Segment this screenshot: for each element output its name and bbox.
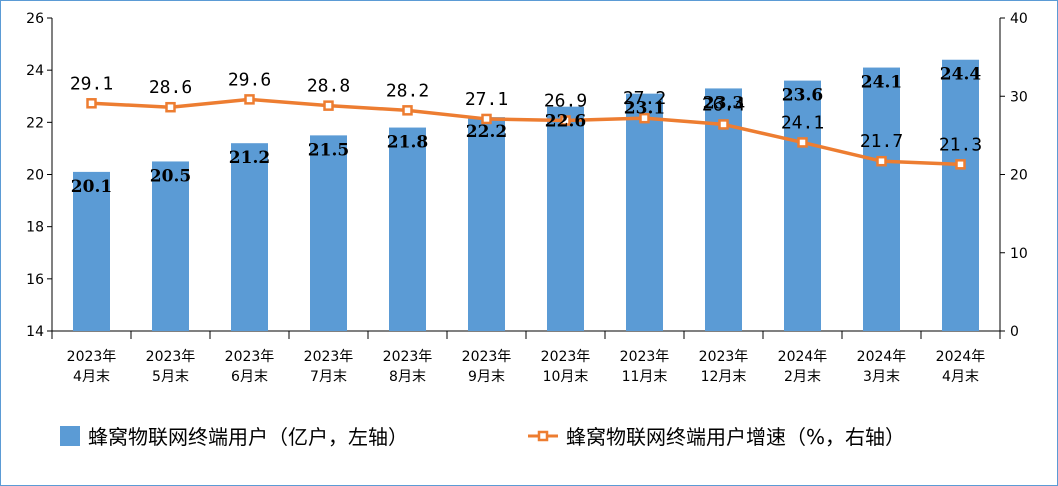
line-value-label: 29.1	[70, 73, 113, 94]
growth-line	[91, 97, 961, 167]
right-tick-label: 10	[1010, 246, 1028, 262]
bar	[389, 127, 426, 331]
bar	[73, 171, 110, 331]
left-tick-label: 16	[26, 272, 44, 288]
line-value-label: 26.4	[702, 94, 745, 115]
category-label: 2月末	[784, 369, 821, 385]
right-tick-label: 40	[1010, 11, 1028, 27]
category-label: 2023年	[67, 349, 117, 365]
line-value-label: 21.3	[939, 134, 982, 155]
category-label: 2024年	[936, 349, 986, 365]
category-label: 2023年	[304, 349, 354, 365]
category-label: 7月末	[310, 369, 347, 385]
category-label: 2024年	[778, 349, 828, 365]
line-value-label: 28.2	[386, 80, 429, 101]
bar-value-label: 22.6	[545, 112, 586, 132]
legend-bar-swatch	[60, 426, 80, 446]
axes: 14 16 18 20 22 24 26 0 10 20 30 40 2023年 4月末 2023年 5月末 2…	[26, 11, 1028, 385]
category-label: 5月末	[152, 369, 189, 385]
line-marker	[244, 94, 255, 105]
legend-line-marker	[537, 430, 549, 442]
bar-series	[73, 59, 979, 332]
line-value-label: 24.1	[781, 112, 824, 133]
line-marker	[560, 115, 571, 126]
bar-value-label: 23.6	[782, 86, 823, 106]
line-value-label: 26.9	[544, 91, 587, 112]
left-tick-label: 26	[26, 11, 44, 27]
line-series	[86, 94, 966, 170]
line-value-label: 28.8	[307, 76, 350, 97]
category-label: 12月末	[701, 369, 747, 385]
line-value-label: 27.2	[623, 88, 666, 109]
category-label: 2023年	[146, 349, 196, 365]
legend-bar-label: 蜂窝物联网终端用户（亿户，左轴）	[88, 425, 408, 449]
category-label: 2023年	[541, 349, 591, 365]
category-label: 2023年	[462, 349, 512, 365]
category-label: 8月末	[389, 369, 426, 385]
bar	[942, 59, 979, 331]
category-label: 3月末	[863, 369, 900, 385]
category-label: 4月末	[942, 369, 979, 385]
bar	[310, 135, 347, 331]
bar-value-label: 20.1	[71, 177, 112, 197]
bar	[784, 80, 821, 331]
left-tick-label: 22	[26, 115, 44, 131]
data-labels: 20.1 20.5 21.2 21.5 21.8 22.2 22.6 23.1 23.3 23.6…	[70, 65, 982, 197]
line-marker	[402, 105, 413, 116]
line-marker	[718, 119, 729, 130]
left-tick-label: 14	[26, 324, 44, 340]
bar	[231, 143, 268, 331]
line-marker	[165, 101, 176, 113]
line-value-label: 27.1	[465, 89, 508, 110]
bar-value-label: 21.8	[387, 133, 428, 153]
bar	[547, 106, 584, 331]
bar-value-label: 24.4	[940, 65, 982, 85]
bar	[626, 93, 663, 332]
category-label: 11月末	[622, 369, 668, 385]
bar-value-label: 24.1	[861, 73, 902, 93]
left-tick-label: 20	[26, 168, 44, 184]
category-label: 2023年	[699, 349, 749, 365]
category-label: 2023年	[225, 349, 275, 365]
left-tick-label: 18	[26, 220, 44, 236]
line-marker	[876, 155, 887, 167]
category-label: 6月末	[231, 369, 268, 385]
bar-value-label: 21.5	[308, 140, 349, 160]
category-label: 2024年	[857, 349, 907, 365]
line-value-label: 21.7	[860, 131, 903, 152]
line-marker	[323, 100, 334, 111]
bar	[152, 161, 189, 331]
bar-value-label: 23.1	[624, 99, 665, 119]
category-label: 2023年	[620, 349, 670, 365]
category-label: 4月末	[73, 369, 110, 385]
category-label: 9月末	[468, 369, 505, 385]
line-value-label: 29.6	[228, 69, 271, 90]
right-tick-label: 20	[1010, 168, 1028, 184]
right-tick-label: 30	[1010, 89, 1028, 105]
left-tick-label: 24	[26, 63, 44, 79]
category-label: 2023年	[383, 349, 433, 365]
line-value-label: 28.6	[149, 77, 192, 98]
line-marker	[86, 98, 97, 109]
legend-line-label: 蜂窝物联网终端用户增速（%，右轴）	[566, 425, 905, 449]
bar	[468, 117, 505, 331]
line-marker	[955, 159, 966, 170]
bar-value-label: 23.3	[703, 93, 744, 113]
bar	[863, 67, 900, 331]
line-marker	[639, 112, 650, 124]
bar-value-label: 21.2	[229, 148, 270, 168]
line-marker	[797, 137, 808, 148]
legend: 蜂窝物联网终端用户（亿户，左轴） 蜂窝物联网终端用户增速（%，右轴）	[60, 425, 905, 449]
bar-value-label: 20.5	[150, 166, 191, 186]
right-tick-label: 0	[1010, 324, 1019, 340]
bar-value-label: 22.2	[466, 122, 507, 142]
category-label: 10月末	[543, 369, 589, 385]
line-marker	[481, 113, 492, 125]
